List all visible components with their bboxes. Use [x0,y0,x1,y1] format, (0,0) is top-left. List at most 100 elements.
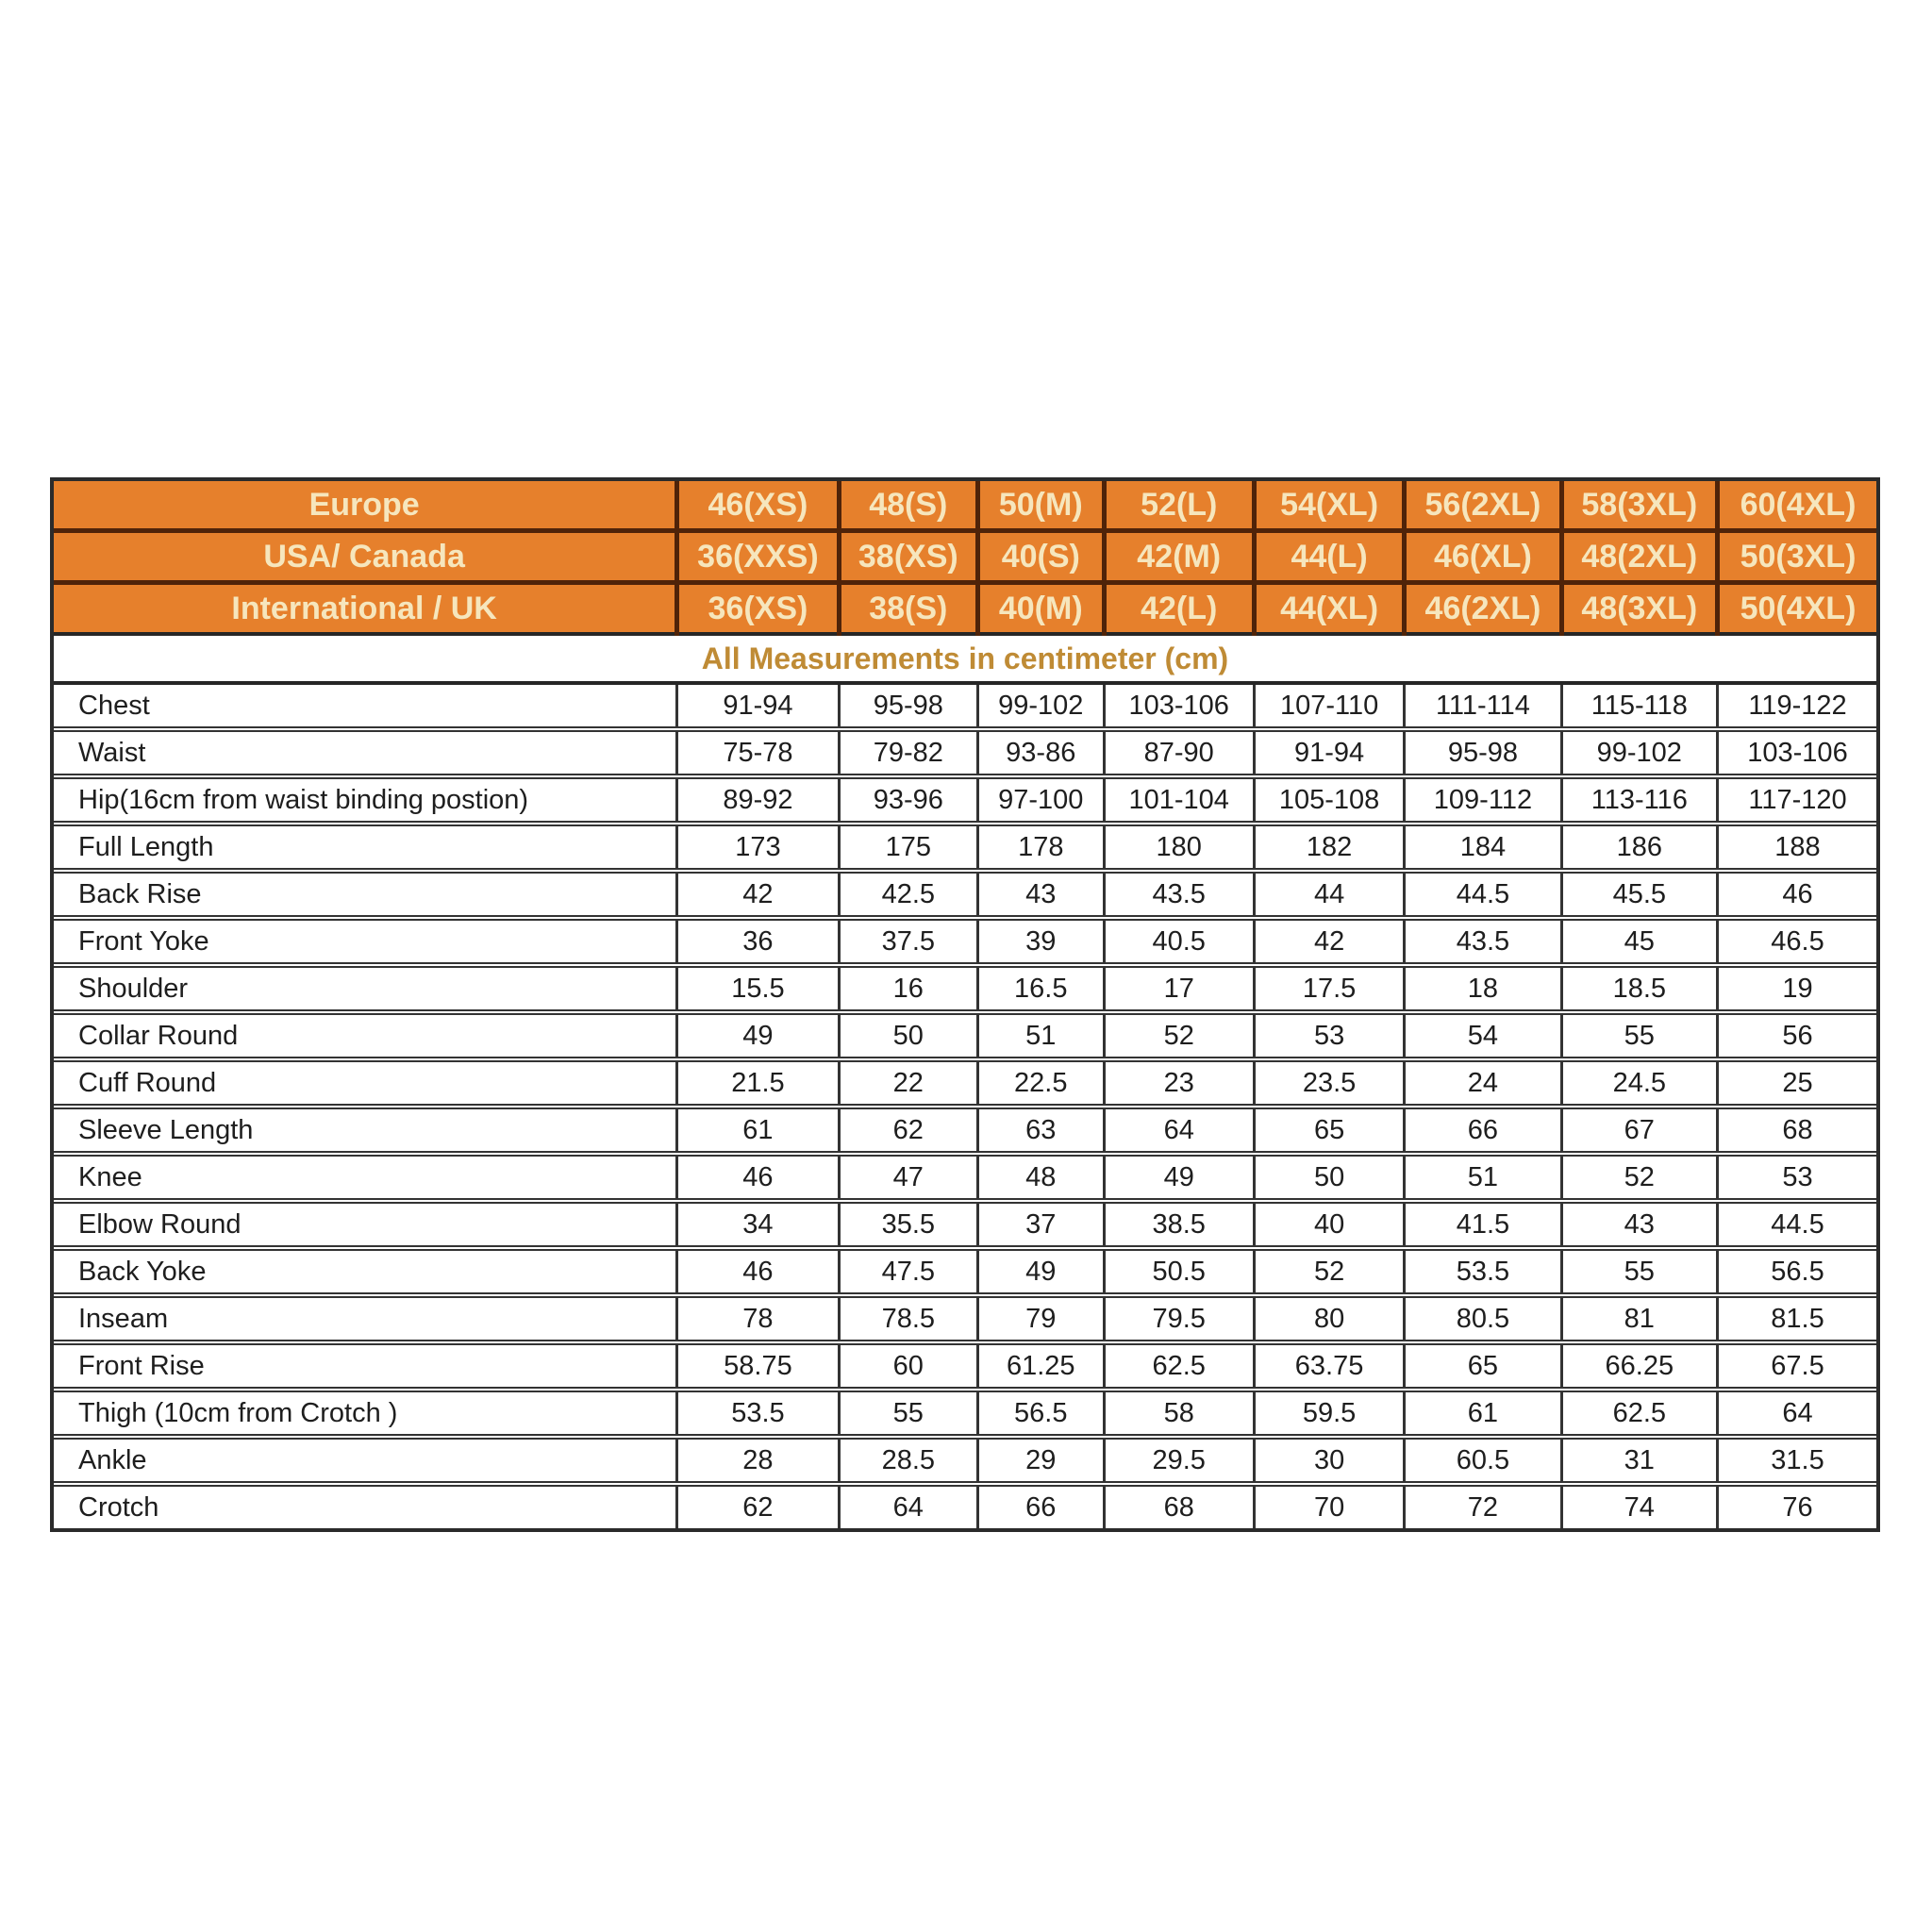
measurement-value: 62.5 [1559,1387,1718,1437]
measurement-value: 46 [675,1245,840,1295]
measurement-value: 49 [976,1245,1105,1295]
measurement-value: 79 [976,1292,1105,1342]
measurement-row: Hip(16cm from waist binding postion) 89-9… [54,774,1876,824]
measurement-value: 52 [1252,1245,1405,1295]
measurement-value: 43 [976,868,1105,918]
measurement-row: Back Rise 42 42.5 43 43.5 44 44.5 45.5 46 [54,868,1876,918]
measurement-value: 47 [837,1151,978,1201]
size-cell: 40(M) [975,582,1105,636]
measurement-value: 58.75 [675,1340,840,1390]
measurement-row: Ankle 28 28.5 29 29.5 30 60.5 31 31.5 [54,1434,1876,1484]
measurement-value: 74 [1559,1481,1718,1528]
measurement-value: 42 [675,868,840,918]
measurement-value: 62.5 [1102,1340,1255,1390]
measurement-label: Chest [54,683,677,729]
measurement-value: 45.5 [1559,868,1718,918]
measurement-value: 89-92 [675,774,840,824]
measurement-value: 180 [1102,821,1255,871]
measurement-value: 28.5 [837,1434,978,1484]
measurement-value: 19 [1715,962,1876,1012]
measurement-value: 64 [1102,1104,1255,1154]
measurement-row: Front Rise 58.75 60 61.25 62.5 63.75 65 66.25 67… [54,1340,1876,1390]
measurement-value: 97-100 [976,774,1105,824]
size-cell: 36(XS) [675,582,840,636]
measurement-value: 63.75 [1252,1340,1405,1390]
region-label: Europe [54,481,677,533]
measurement-value: 43.5 [1102,868,1255,918]
measurement-value: 24.5 [1559,1057,1718,1107]
measurement-row: Front Yoke 36 37.5 39 40.5 42 43.5 45 46.5 [54,915,1876,965]
measurement-value: 50 [1252,1151,1405,1201]
measurement-value: 23 [1102,1057,1255,1107]
measurement-label: Cuff Round [54,1057,677,1107]
measurement-value: 72 [1403,1481,1562,1528]
size-cell: 40(S) [975,530,1105,585]
measurement-value: 22.5 [976,1057,1105,1107]
measurement-value: 188 [1715,821,1876,871]
measurement-value: 79-82 [837,726,978,776]
measurement-value: 61 [675,1104,840,1154]
units-subtitle-row: All Measurements in centimeter (cm) [54,634,1876,685]
measurement-value: 80.5 [1403,1292,1562,1342]
size-cell: 44(L) [1251,530,1405,585]
size-cell: 50(4XL) [1714,582,1876,636]
measurement-row: Elbow Round 34 35.5 37 38.5 40 41.5 43 44.5 [54,1198,1876,1248]
measurement-value: 52 [1102,1009,1255,1059]
measurement-value: 60.5 [1403,1434,1562,1484]
size-cell: 50(M) [975,481,1105,533]
measurement-value: 56 [1715,1009,1876,1059]
measurement-value: 35.5 [837,1198,978,1248]
measurement-value: 109-112 [1403,774,1562,824]
measurement-value: 36 [675,915,840,965]
measurement-value: 56.5 [1715,1245,1876,1295]
measurement-label: Front Yoke [54,915,677,965]
measurement-value: 16.5 [976,962,1105,1012]
measurement-value: 37 [976,1198,1105,1248]
measurement-value: 52 [1559,1151,1718,1201]
size-cell: 38(S) [836,582,978,636]
measurement-value: 79.5 [1102,1292,1255,1342]
measurement-value: 65 [1403,1340,1562,1390]
measurement-value: 37.5 [837,915,978,965]
size-header-row: USA/ Canada 36(XXS) 38(XS) 40(S) 42(M) 44(L) 4… [54,530,1876,585]
measurement-value: 40.5 [1102,915,1255,965]
measurement-value: 53 [1715,1151,1876,1201]
size-cell: 52(L) [1101,481,1255,533]
region-label: International / UK [54,582,677,636]
measurement-value: 22 [837,1057,978,1107]
measurement-value: 44.5 [1403,868,1562,918]
measurement-value: 119-122 [1715,683,1876,729]
measurement-value: 15.5 [675,962,840,1012]
measurement-value: 49 [1102,1151,1255,1201]
measurement-value: 64 [1715,1387,1876,1437]
measurement-value: 51 [976,1009,1105,1059]
measurement-value: 60 [837,1340,978,1390]
measurement-value: 42 [1252,915,1405,965]
region-label: USA/ Canada [54,530,677,585]
measurement-value: 80 [1252,1292,1405,1342]
measurement-value: 17.5 [1252,962,1405,1012]
size-cell: 48(2XL) [1558,530,1718,585]
measurement-value: 91-94 [675,683,840,729]
measurement-value: 29 [976,1434,1105,1484]
measurement-value: 46 [1715,868,1876,918]
size-chart-frame: Europe 46(XS) 48(S) 50(M) 52(L) 54(XL) 56(2XL)… [50,477,1880,1532]
measurement-value: 76 [1715,1481,1876,1528]
measurement-value: 81 [1559,1292,1718,1342]
measurement-value: 63 [976,1104,1105,1154]
measurement-row: Cuff Round 21.5 22 22.5 23 23.5 24 24.5 25 [54,1057,1876,1107]
measurement-value: 101-104 [1102,774,1255,824]
measurement-value: 38.5 [1102,1198,1255,1248]
measurement-value: 67.5 [1715,1340,1876,1390]
measurement-label: Crotch [54,1481,677,1528]
measurement-value: 55 [1559,1009,1718,1059]
measurement-value: 186 [1559,821,1718,871]
measurement-value: 87-90 [1102,726,1255,776]
measurement-value: 29.5 [1102,1434,1255,1484]
size-cell: 48(S) [836,481,978,533]
measurement-value: 81.5 [1715,1292,1876,1342]
measurement-value: 18 [1403,962,1562,1012]
measurement-value: 173 [675,821,840,871]
measurement-value: 41.5 [1403,1198,1562,1248]
measurement-value: 61 [1403,1387,1562,1437]
